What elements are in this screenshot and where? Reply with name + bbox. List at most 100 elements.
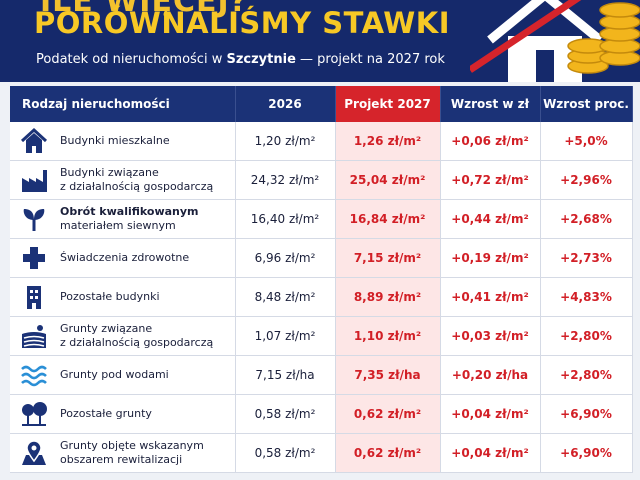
property-type-line: obszarem rewitalizacji: [60, 453, 183, 466]
cell: Pozostałe grunty: [10, 400, 235, 428]
row-icon: [20, 127, 48, 153]
subtitle: Podatek od nieruchomości w Szczytnie — p…: [36, 52, 445, 67]
rate-cell: 1,10 zł/m²: [335, 316, 441, 356]
property-type-cell: Budynki związane z działalnością gospodar…: [10, 160, 236, 200]
rate-cell: +5,0%: [540, 122, 633, 161]
rate-cell: +2,80%: [540, 316, 633, 356]
rate-cell: 7,15 zł/m²: [335, 238, 441, 278]
row-icon: [22, 402, 47, 426]
rate-cell: +2,68%: [540, 199, 633, 239]
rate-cell: 0,58 zł/m²: [235, 433, 336, 473]
rate-cell: +2,96%: [540, 160, 633, 200]
row-icon: [23, 247, 45, 269]
rate-cell: 24,32 zł/m²: [235, 160, 336, 200]
rate-cell: +6,90%: [540, 394, 633, 434]
cell: Grunty objęte wskazanym obszarem rewitali…: [10, 439, 235, 467]
row-icon: [27, 286, 41, 309]
row-icon: [23, 209, 45, 231]
rate-cell: 8,48 zł/m²: [235, 277, 336, 317]
subtitle-text: Podatek od nieruchomości w: [36, 52, 227, 67]
cell: Budynki mieszkalne: [10, 127, 235, 155]
header-row: Rodzaj nieruchomości 2026 Projekt 2027 Wzro…: [10, 86, 633, 122]
rate-cell: +0,20 zł/ha: [440, 355, 541, 395]
rate-cell: +0,44 zł/m²: [440, 199, 541, 239]
property-type-line: z działalnością gospodarczą: [60, 180, 214, 193]
property-type-line: Grunty pod wodami: [60, 368, 169, 381]
cell: Grunty pod wodami: [10, 361, 235, 389]
row-icon: [22, 170, 47, 192]
column-header: Projekt 2027: [335, 86, 441, 122]
property-type-cell: Grunty objęte wskazanym obszarem rewitali…: [10, 433, 236, 473]
rate-cell: +0,41 zł/m²: [440, 277, 541, 317]
table-row: Grunty pod wodami 7,15 zł/ha 7,35 zł/ha +0,…: [10, 355, 633, 395]
title: PORÓWNALIŚMY STAWKI: [34, 6, 451, 40]
rate-cell: 16,84 zł/m²: [335, 199, 441, 239]
rates-table: Rodzaj nieruchomości 2026 Projekt 2027 Wzro…: [10, 86, 633, 473]
rate-cell: 1,07 zł/m²: [235, 316, 336, 356]
property-type: Obrót kwalifikowanym materiałem siewnym: [60, 205, 199, 233]
table-row: Grunty objęte wskazanym obszarem rewitali…: [10, 433, 633, 473]
cell: Świadczenia zdrowotne: [10, 244, 235, 272]
rate-cell: 1,26 zł/m²: [335, 122, 441, 161]
rate-cell: 25,04 zł/m²: [335, 160, 441, 200]
property-type: Grunty objęte wskazanym obszarem rewitali…: [60, 439, 204, 467]
property-type: Pozostałe grunty: [60, 407, 152, 421]
table-row: Pozostałe budynki 8,48 zł/m² 8,89 zł/m² +0,…: [10, 277, 633, 317]
rate-cell: +2,73%: [540, 238, 633, 278]
property-type: Świadczenia zdrowotne: [60, 251, 189, 265]
property-type: Budynki związane z działalnością gospodar…: [60, 166, 213, 194]
property-type-line: Budynki mieszkalne: [60, 134, 170, 147]
rate-cell: +0,06 zł/m²: [440, 122, 541, 161]
rate-cell: 6,96 zł/m²: [235, 238, 336, 278]
rate-cell: 16,40 zł/m²: [235, 199, 336, 239]
table-row: Świadczenia zdrowotne 6,96 zł/m² 7,15 zł/m…: [10, 238, 633, 278]
table-row: Budynki mieszkalne 1,20 zł/m² 1,26 zł/m² +0…: [10, 122, 633, 161]
rate-cell: +2,80%: [540, 355, 633, 395]
table-row: Grunty związane z działalnością gospodarc…: [10, 316, 633, 356]
rate-cell: +6,90%: [540, 433, 633, 473]
property-type: Budynki mieszkalne: [60, 134, 170, 148]
table-row: Budynki związane z działalnością gospodar…: [10, 160, 633, 200]
rate-cell: +0,72 zł/m²: [440, 160, 541, 200]
property-type-line: Świadczenia zdrowotne: [60, 251, 190, 264]
rate-cell: 0,58 zł/m²: [235, 394, 336, 434]
property-type-cell: Pozostałe grunty: [10, 394, 236, 434]
table-row: Obrót kwalifikowanym materiałem siewnym 16…: [10, 199, 633, 239]
column-header: Rodzaj nieruchomości: [10, 86, 236, 122]
property-type-cell: Grunty pod wodami: [10, 355, 236, 395]
property-type-line: z działalnością gospodarczą: [60, 336, 214, 349]
property-type-cell: Grunty związane z działalnością gospodarc…: [10, 316, 236, 356]
house-coins-illustration: [470, 0, 640, 82]
rate-cell: +0,04 zł/m²: [440, 433, 541, 473]
rate-cell: 7,15 zł/ha: [235, 355, 336, 395]
row-icon: [22, 325, 46, 348]
row-icon: [22, 440, 46, 465]
property-type: Pozostałe budynki: [60, 290, 160, 304]
property-type-cell: Świadczenia zdrowotne: [10, 238, 236, 278]
property-type-line: Grunty związane: [60, 322, 153, 335]
property-type-cell: Obrót kwalifikowanym materiałem siewnym: [10, 199, 236, 239]
rate-cell: 7,35 zł/ha: [335, 355, 441, 395]
property-type-line: materiałem siewnym: [60, 219, 176, 232]
kicker: ILE WIĘCEJ?: [40, 0, 249, 19]
rate-cell: +0,03 zł/m²: [440, 316, 541, 356]
subtitle-text: — projekt na 2027 rok: [295, 52, 445, 67]
table-body: Budynki mieszkalne 1,20 zł/m² 1,26 zł/m² +0…: [10, 122, 633, 473]
cell: Budynki związane z działalnością gospodar…: [10, 166, 235, 194]
column-header: Wzrost proc.: [540, 86, 633, 122]
property-type-cell: Pozostałe budynki: [10, 277, 236, 317]
header: ILE WIĘCEJ? PORÓWNALIŚMY STAWKI Podatek …: [0, 0, 640, 82]
rate-cell: 0,62 zł/m²: [335, 394, 441, 434]
property-type-line: Grunty objęte wskazanym: [60, 439, 204, 452]
property-type-line: Pozostałe budynki: [60, 290, 160, 303]
property-type-line: Obrót kwalifikowanym: [60, 205, 199, 218]
subtitle-city: Szczytnie: [226, 52, 296, 67]
rate-cell: 1,20 zł/m²: [235, 122, 336, 161]
property-type-cell: Budynki mieszkalne: [10, 122, 236, 161]
rate-cell: +0,19 zł/m²: [440, 238, 541, 278]
rate-cell: +4,83%: [540, 277, 633, 317]
cell: Obrót kwalifikowanym materiałem siewnym: [10, 205, 235, 233]
column-header: 2026: [235, 86, 336, 122]
cell: Pozostałe budynki: [10, 283, 235, 311]
